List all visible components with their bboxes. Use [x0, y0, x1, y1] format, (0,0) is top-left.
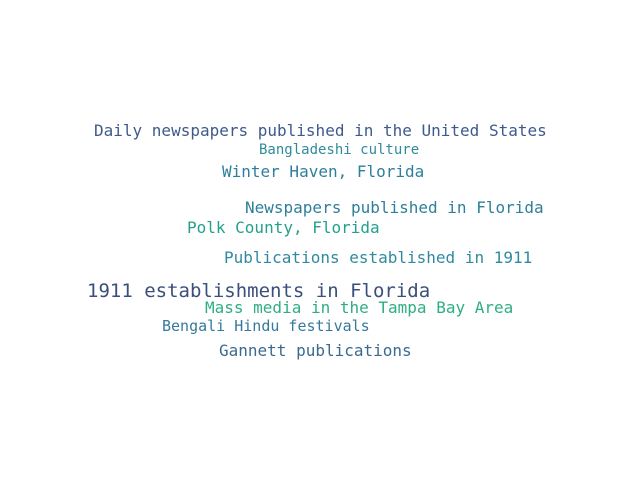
word-daily-newspapers-us: Daily newspapers published in the United…	[94, 121, 547, 140]
word-1911-establishments: 1911 establishments in Florida	[87, 280, 431, 302]
word-gannett-publications: Gannett publications	[219, 341, 412, 360]
word-mass-media-tampa: Mass media in the Tampa Bay Area	[205, 298, 514, 317]
word-bangladeshi-culture: Bangladeshi culture	[259, 142, 420, 158]
word-polk-county: Polk County, Florida	[187, 218, 380, 237]
word-newspapers-florida: Newspapers published in Florida	[245, 198, 544, 217]
word-winter-haven: Winter Haven, Florida	[222, 162, 425, 181]
word-publications-1911: Publications established in 1911	[224, 248, 533, 267]
word-bengali-hindu-festivals: Bengali Hindu festivals	[162, 317, 370, 335]
